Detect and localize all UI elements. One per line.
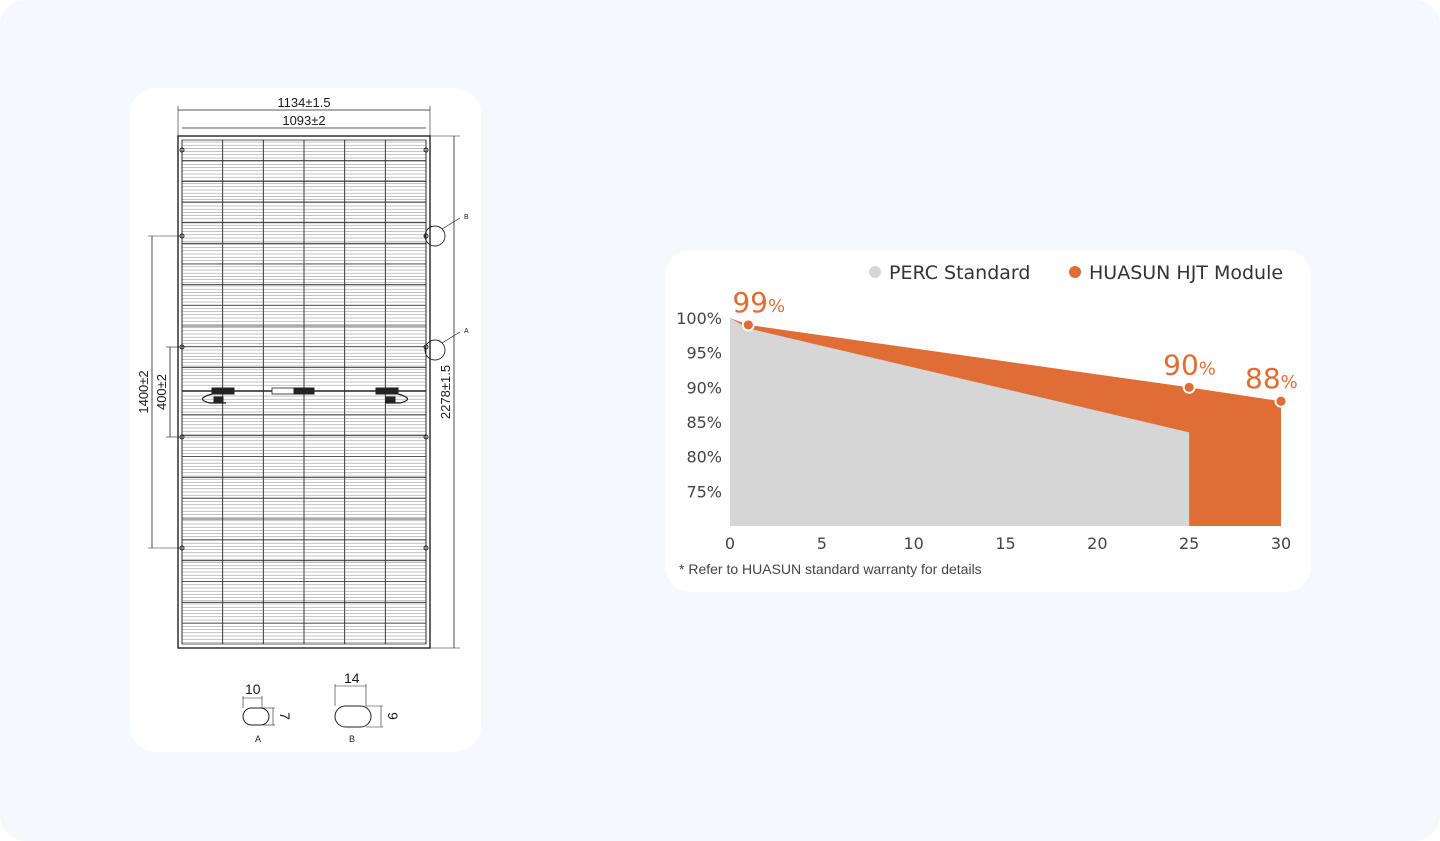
x-tick-label: 20 (1087, 534, 1107, 553)
y-axis-ticks: 100% 95% 90% 85% 80% 75% (676, 309, 722, 501)
annotation-unit: % (1281, 372, 1298, 393)
dim-mount-spacing-inner: 400±2 (154, 374, 169, 410)
annotation-point (741, 318, 755, 332)
y-tick-label: 90% (686, 378, 722, 397)
x-tick-label: 10 (903, 534, 923, 553)
annotation-label: 90% (1163, 348, 1216, 381)
detail-a-width: 10 (245, 681, 261, 697)
legend-swatch-perc (869, 266, 881, 278)
x-tick-label: 0 (725, 534, 735, 553)
annotation-unit: % (1199, 358, 1216, 379)
x-tick-label: 5 (817, 534, 827, 553)
annotation-value: 90 (1163, 348, 1199, 381)
annotation-label: 99% (732, 286, 785, 319)
chart-footnote: * Refer to HUASUN standard warranty for … (679, 561, 982, 577)
dim-frame-width: 1093±2 (282, 113, 325, 128)
x-axis-ticks: 0 5 10 15 20 25 30 (725, 534, 1291, 553)
series-area-perc (730, 318, 1190, 526)
dim-overall-width: 1134±1.5 (277, 95, 330, 110)
y-tick-label: 95% (686, 344, 722, 363)
module-drawing-card: 1134±1.5 1093±2 2278±1.5 1400±2 400±2 B … (130, 88, 481, 752)
callout-b: B (464, 214, 469, 221)
detail-a-height: 7 (277, 712, 293, 720)
chart-areas (730, 318, 1281, 526)
chart-legend: PERC Standard HUASUN HJT Module (869, 262, 1283, 284)
y-tick-label: 80% (686, 448, 722, 467)
annotation-point (1274, 394, 1288, 408)
cell-grid (181, 140, 427, 644)
annotation-value: 99 (732, 286, 768, 319)
legend-label-hjt: HUASUN HJT Module (1089, 262, 1283, 284)
annotation-label: 88% (1245, 362, 1298, 395)
chart-annotations: 99%90% 88% (732, 286, 1298, 408)
module-drawing: 1134±1.5 1093±2 2278±1.5 1400±2 400±2 B … (136, 95, 469, 744)
module-drawing-lines (148, 106, 461, 728)
x-tick-label: 30 (1271, 534, 1291, 553)
legend-swatch-hjt (1069, 266, 1081, 278)
x-tick-label: 25 (1179, 534, 1199, 553)
x-tick-label: 15 (995, 534, 1015, 553)
detail-b-label: B (349, 734, 355, 744)
annotation-unit: % (768, 296, 785, 317)
warranty-chart: PERC Standard HUASUN HJT Module 100%95%9… (676, 262, 1298, 577)
dim-mount-spacing-outer: 1400±2 (136, 370, 151, 413)
callout-a: A (464, 328, 469, 335)
y-tick-label: 75% (686, 482, 722, 501)
annotation-point (1182, 380, 1196, 394)
detail-b-height: 9 (385, 712, 401, 720)
dim-overall-height: 2278±1.5 (438, 365, 453, 419)
y-tick-label: 100% (676, 309, 722, 328)
annotation-value: 88 (1245, 362, 1281, 395)
legend-label-perc: PERC Standard (889, 262, 1030, 284)
warranty-chart-card: PERC Standard HUASUN HJT Module 100% 95% 9… (665, 250, 1311, 592)
y-tick-label: 85% (686, 413, 722, 432)
detail-a-label: A (255, 734, 261, 744)
detail-b-width: 14 (344, 670, 360, 686)
